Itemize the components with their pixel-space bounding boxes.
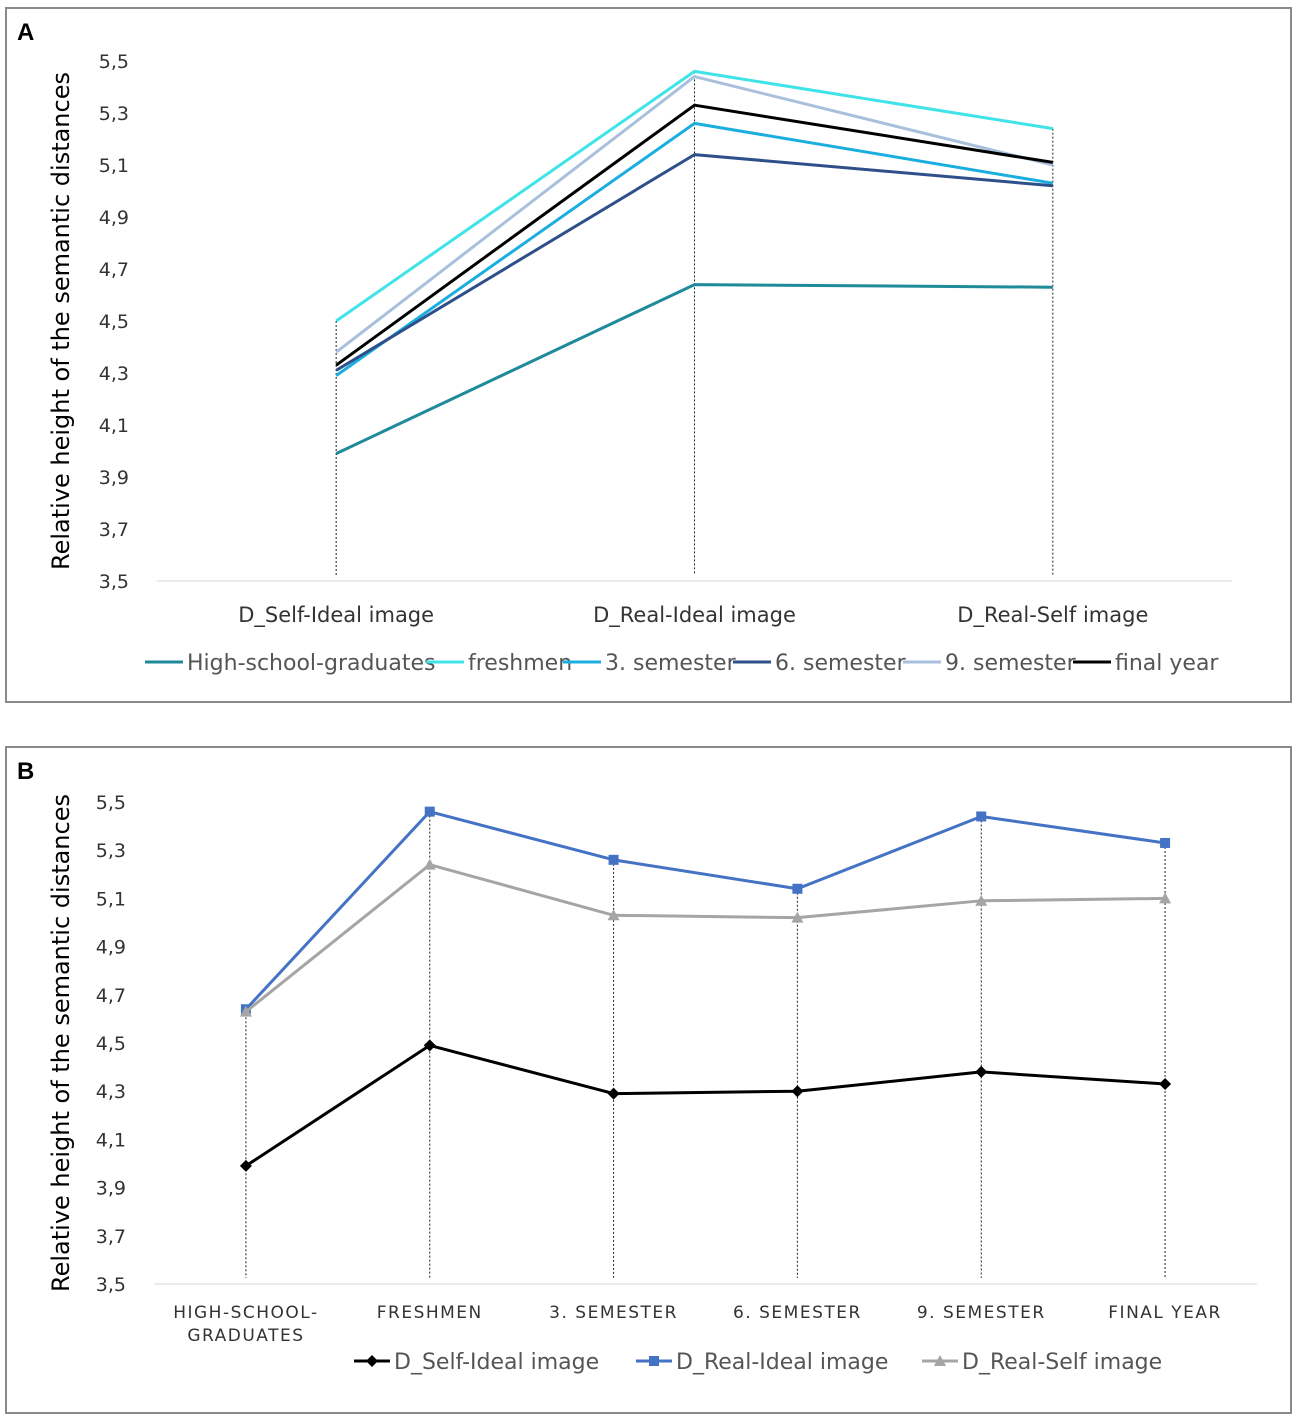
y-tick-label: 3,9 [99, 467, 129, 489]
x-tick-label: D_Real-Ideal image [593, 603, 796, 628]
legend-marker [934, 1355, 946, 1366]
x-tick-label: GRADUATES [187, 1326, 304, 1346]
legend-label: freshmen [468, 651, 572, 676]
y-tick-label: 3,7 [99, 519, 129, 541]
x-tick-label: D_Real-Self image [957, 603, 1148, 628]
data-point [791, 1085, 804, 1098]
legend-label: D_Real-Ideal image [676, 1350, 888, 1375]
data-point [791, 911, 804, 923]
x-tick-label: 3. SEMESTER [549, 1303, 678, 1323]
y-tick-label: 5,5 [99, 51, 129, 73]
legend-marker [649, 1356, 659, 1366]
y-axis-title: Relative height of the semantic distance… [47, 794, 75, 1292]
data-point [1160, 837, 1171, 848]
series-line [244, 863, 1166, 1013]
y-tick-label: 4,5 [96, 1033, 126, 1055]
legend-label: High-school-graduates [187, 651, 435, 676]
y-tick-label: 5,3 [96, 840, 126, 862]
series-line [335, 153, 1053, 372]
panel-b: B 3,5 3,7 3,9 4,1 4,3 4,5 4,7 4,9 5,1 5,3 5,5 Relat… [5, 746, 1292, 1414]
x-tick-label: 6. SEMESTER [733, 1303, 862, 1323]
legend-label: final year [1115, 651, 1219, 676]
data-point [976, 811, 987, 822]
chart-a: 3,5 3,7 3,9 4,1 4,3 4,5 4,7 4,9 5,1 5,3 5,5 Relativ… [47, 51, 1232, 676]
x-tick-label: HIGH-SCHOOL- [173, 1303, 318, 1323]
series-line [335, 69, 1054, 323]
legend-label: 3. semester [605, 651, 737, 676]
x-tick-label: 9. SEMESTER [917, 1303, 1046, 1323]
series-line [335, 103, 1054, 367]
x-tick-label: FRESHMEN [377, 1303, 483, 1323]
x-tick-label: D_Self-Ideal image [238, 603, 434, 628]
y-tick-label: 4,7 [96, 985, 126, 1007]
data-point [792, 883, 803, 894]
data-point [608, 854, 619, 865]
series-line [335, 121, 1054, 377]
panel-a: A 3,5 3,7 3,9 4,1 4,3 4,5 4,7 4,9 5,1 5,3 5,5 Relat… [5, 7, 1292, 703]
series-line [244, 810, 1166, 1011]
data-point [1159, 892, 1172, 904]
data-point [423, 858, 436, 870]
y-tick-label: 3,5 [99, 571, 129, 593]
data-point [607, 909, 620, 921]
y-tick-label: 4,7 [99, 259, 129, 281]
data-point [975, 1065, 988, 1078]
y-tick-label: 4,1 [96, 1129, 126, 1151]
legend-label: 6. semester [775, 651, 907, 676]
series-line [245, 1043, 1166, 1168]
legend-label: D_Self-Ideal image [394, 1350, 599, 1375]
y-tick-label: 3,9 [96, 1178, 126, 1200]
y-tick-label: 4,5 [99, 311, 129, 333]
data-point [423, 1039, 436, 1052]
y-tick-label: 3,5 [96, 1274, 126, 1296]
data-point [975, 894, 988, 906]
y-axis-title: Relative height of the semantic distance… [47, 72, 75, 570]
y-tick-label: 3,7 [96, 1226, 126, 1248]
series-line [335, 283, 1053, 455]
panel-letter-a: A [17, 19, 35, 46]
y-tick-label: 4,1 [99, 415, 129, 437]
chart-b: 3,5 3,7 3,9 4,1 4,3 4,5 4,7 4,9 5,1 5,3 5,5 Relativ… [47, 792, 1257, 1375]
legend-label: D_Real-Self image [962, 1350, 1162, 1375]
panel-letter-b: B [17, 758, 35, 785]
y-tick-label: 5,1 [99, 155, 129, 177]
series-line [335, 75, 1054, 354]
data-point [239, 1005, 252, 1017]
legend-label: 9. semester [945, 651, 1077, 676]
y-tick-label: 4,3 [96, 1081, 126, 1103]
legend-marker [366, 1355, 378, 1367]
data-point [239, 1159, 252, 1172]
y-tick-label: 5,1 [96, 888, 126, 910]
x-tick-label: FINAL YEAR [1108, 1303, 1222, 1323]
y-tick-label: 4,9 [96, 937, 126, 959]
data-point [607, 1087, 620, 1100]
y-tick-label: 4,9 [99, 207, 129, 229]
data-point [1159, 1077, 1172, 1090]
data-point [424, 806, 435, 817]
y-tick-label: 4,3 [99, 363, 129, 385]
y-tick-label: 5,3 [99, 103, 129, 125]
y-tick-label: 5,5 [96, 792, 126, 814]
